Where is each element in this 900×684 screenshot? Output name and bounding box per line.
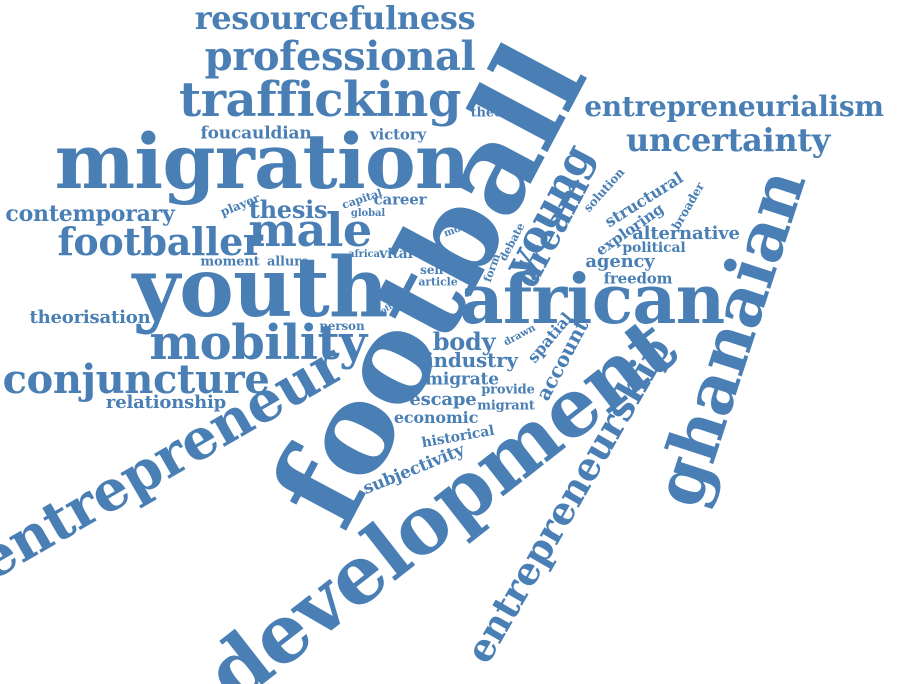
word-career: career (373, 190, 427, 209)
word-trafficking: trafficking (179, 72, 461, 128)
word-theories: theories (470, 105, 530, 121)
word-self: self (420, 263, 444, 277)
word-allure: allure (266, 254, 310, 270)
word-resourcefulness: resourcefulness (194, 0, 476, 37)
word-mobility: mobility (149, 315, 367, 371)
word-african: african (459, 260, 725, 340)
word-body: body (432, 327, 496, 356)
word-footballer: footballer (57, 219, 263, 264)
word-migration: migration (54, 117, 471, 206)
word-economic: economic (393, 408, 479, 427)
word-person: person (319, 319, 365, 333)
word-contemporary: contemporary (5, 201, 175, 227)
word-victory: victory (369, 125, 427, 144)
word-conjuncture: conjuncture (2, 356, 270, 403)
word-youth: youth (132, 240, 388, 336)
word-provide: provide (481, 382, 535, 398)
word-agency: agency (585, 251, 655, 272)
word-industry: industry (426, 348, 518, 372)
word-thesis: thesis (248, 195, 328, 224)
word-male: male (248, 203, 372, 257)
word-article: article (418, 275, 458, 289)
word-moment: moment (200, 254, 260, 270)
word-political: political (622, 240, 686, 256)
word-freedom: freedom (603, 269, 673, 288)
word-migrant: migrant (477, 398, 535, 414)
word-theorisation: theorisation (29, 307, 151, 328)
word-foucauldian: foucauldian (200, 123, 312, 144)
word-entrepreneurialism: entrepreneurialism (584, 90, 884, 123)
word-global: global (350, 208, 386, 219)
word-migrate: migrate (425, 369, 499, 390)
word-vital: vital (379, 246, 413, 262)
word-relationship: relationship (105, 392, 227, 413)
word-africa: africa (348, 249, 380, 260)
word-uncertainty: uncertainty (625, 121, 831, 159)
word-professional: professional (204, 33, 476, 80)
word-alternative: alternative (632, 223, 740, 244)
word-escape: escape (409, 389, 477, 410)
